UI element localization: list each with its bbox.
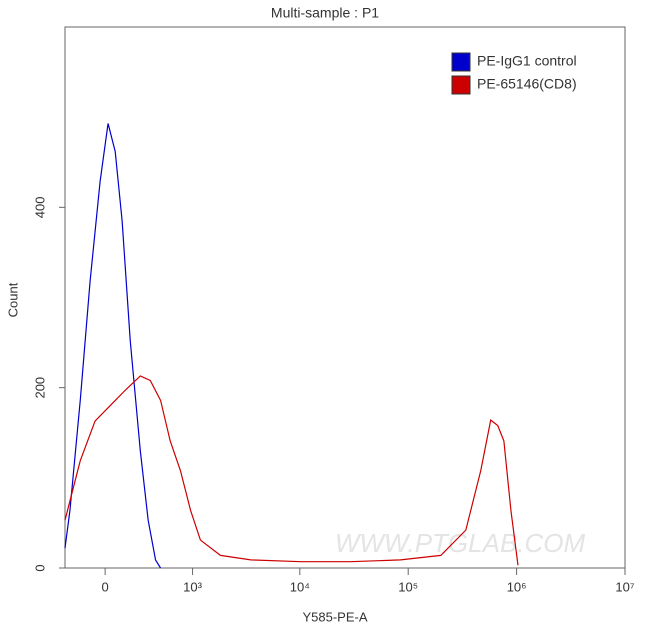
x-tick-label: 10⁶ — [507, 579, 527, 594]
y-tick-label: 200 — [32, 377, 47, 399]
x-axis-label: Y585-PE-A — [302, 609, 367, 624]
legend-label: PE-65146(CD8) — [477, 76, 577, 92]
y-tick-label: 400 — [32, 196, 47, 218]
series-line — [64, 123, 162, 569]
watermark: WWW.PTGLAB.COM — [335, 528, 586, 558]
legend-swatch — [451, 52, 471, 72]
x-tick-label: 0 — [102, 579, 109, 594]
x-tick-label: 10⁴ — [290, 579, 310, 594]
y-axis-label: Count — [5, 282, 20, 317]
x-tick-label: 10³ — [183, 579, 202, 594]
x-tick-label: 10⁵ — [398, 579, 418, 594]
plot-frame — [64, 26, 626, 569]
chart-title: Multi-sample : P1 — [271, 5, 379, 21]
x-tick-label: 10⁷ — [615, 579, 634, 594]
series-line — [64, 375, 519, 566]
legend-swatch — [451, 75, 471, 95]
y-tick-label: 0 — [32, 564, 47, 571]
legend-label: PE-IgG1 control — [477, 53, 577, 69]
